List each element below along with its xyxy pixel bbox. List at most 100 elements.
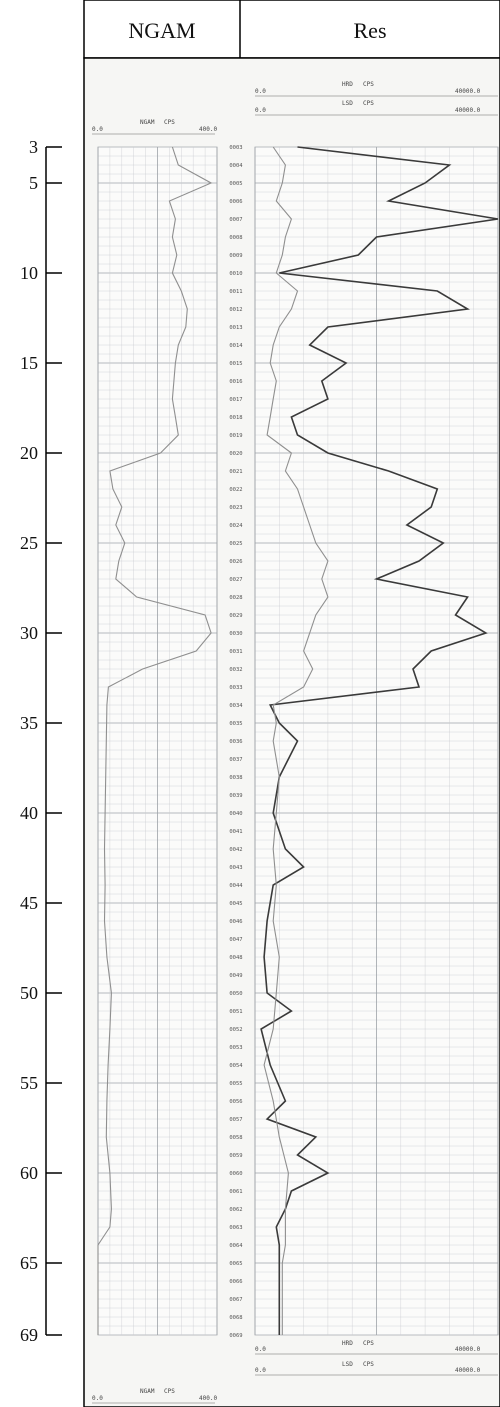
- lsd-scale-unit: CPS: [363, 100, 374, 107]
- depth-index-column: 0003 0004 0005 0006 0007 0008 0009 0010 0011 0012…: [229, 145, 243, 1339]
- hrd-scale-mnemonic-bottom: HRD: [342, 1340, 353, 1347]
- depth-index-label: 0018: [229, 415, 242, 421]
- depth-index-label: 0035: [229, 721, 242, 727]
- depth-tick-label: 35: [20, 713, 38, 733]
- hrd-scale-min-bottom: 0.0: [255, 1346, 266, 1353]
- depth-index-label: 0005: [229, 181, 242, 187]
- depth-index-label: 0054: [229, 1063, 243, 1069]
- res-scale-top: 0.0 HRD CPS 40000.0 0.0 LSD CPS 40000.0: [255, 81, 498, 116]
- lsd-scale-unit-bottom: CPS: [363, 1361, 374, 1368]
- depth-index-label: 0068: [229, 1315, 242, 1321]
- depth-tick-label: 55: [20, 1073, 38, 1093]
- depth-index-label: 0067: [229, 1297, 242, 1303]
- ngam-scale-min-bottom: 0.0: [92, 1395, 103, 1402]
- depth-index-label: 0050: [229, 991, 242, 997]
- depth-index-label: 0006: [229, 199, 242, 205]
- depth-index-label: 0064: [229, 1243, 243, 1249]
- depth-index-label: 0029: [229, 613, 242, 619]
- ngam-track-title: NGAM: [128, 18, 195, 43]
- depth-index-label: 0031: [229, 649, 242, 655]
- depth-index-label: 0017: [229, 397, 242, 403]
- depth-index-label: 0055: [229, 1081, 242, 1087]
- depth-index-label: 0023: [229, 505, 242, 511]
- depth-index-label: 0003: [229, 145, 242, 151]
- lsd-scale-mnemonic: LSD: [342, 100, 353, 107]
- depth-index-label: 0058: [229, 1135, 242, 1141]
- depth-index-label: 0056: [229, 1099, 242, 1105]
- depth-index-label: 0042: [229, 847, 242, 853]
- depth-index-label: 0012: [229, 307, 242, 313]
- depth-tick-label: 50: [20, 983, 38, 1003]
- depth-index-label: 0032: [229, 667, 242, 673]
- depth-index-label: 0030: [229, 631, 242, 637]
- depth-index-label: 0015: [229, 361, 242, 367]
- ngam-scale-max-bottom: 400.0: [199, 1395, 217, 1402]
- depth-index-label: 0045: [229, 901, 242, 907]
- lsd-curve: [263, 146, 329, 1335]
- ngam-scale-unit: CPS: [164, 119, 175, 126]
- ngam-scale-max: 400.0: [199, 126, 217, 133]
- ngam-scale-top: 0.0 NGAM CPS 400.0: [92, 119, 217, 135]
- depth-index-label: 0061: [229, 1189, 242, 1195]
- depth-index-label: 0008: [229, 235, 242, 241]
- depth-tick-label: 20: [20, 443, 38, 463]
- depth-index-label: 0026: [229, 559, 242, 565]
- hrd-curve: [260, 146, 499, 1335]
- depth-index-label: 0014: [229, 343, 243, 349]
- depth-index-label: 0044: [229, 883, 243, 889]
- ngam-scale-bottom: 0.0 NGAM CPS 400.0: [92, 1388, 217, 1404]
- depth-tick-label: 60: [20, 1163, 38, 1183]
- lsd-scale-min: 0.0: [255, 107, 266, 114]
- depth-index-label: 0052: [229, 1027, 242, 1033]
- depth-tick-label: 3: [29, 137, 38, 157]
- hrd-scale-min: 0.0: [255, 88, 266, 95]
- ngam-scale-mnemonic: NGAM: [140, 119, 155, 126]
- depth-index-label: 0066: [229, 1279, 242, 1285]
- depth-index-label: 0046: [229, 919, 242, 925]
- depth-tick-label: 15: [20, 353, 38, 373]
- ngam-scale-unit-bottom: CPS: [164, 1388, 175, 1395]
- depth-index-label: 0025: [229, 541, 242, 547]
- ngam-scale-min: 0.0: [92, 126, 103, 133]
- depth-tick-label: 5: [29, 173, 38, 193]
- hrd-scale-mnemonic: HRD: [342, 81, 353, 88]
- lsd-scale-mnemonic-bottom: LSD: [342, 1361, 353, 1368]
- res-track-title: Res: [354, 18, 387, 43]
- depth-index-label: 0021: [229, 469, 242, 475]
- depth-tick-label: 45: [20, 893, 38, 913]
- depth-index-label: 0019: [229, 433, 242, 439]
- depth-index-label: 0028: [229, 595, 242, 601]
- depth-tick-label: 10: [20, 263, 38, 283]
- depth-index-label: 0038: [229, 775, 242, 781]
- depth-tick-label: 69: [20, 1325, 38, 1345]
- depth-tick-label: 65: [20, 1253, 38, 1273]
- depth-index-label: 0027: [229, 577, 242, 583]
- depth-index-label: 0020: [229, 451, 242, 457]
- hrd-scale-max-bottom: 40000.0: [455, 1346, 481, 1353]
- depth-index-label: 0051: [229, 1009, 242, 1015]
- depth-index-label: 0063: [229, 1225, 242, 1231]
- depth-index-label: 0049: [229, 973, 242, 979]
- depth-index-label: 0016: [229, 379, 242, 385]
- depth-index-label: 0057: [229, 1117, 242, 1123]
- depth-tick-label: 30: [20, 623, 38, 643]
- depth-index-label: 0059: [229, 1153, 242, 1159]
- depth-index-label: 0040: [229, 811, 242, 817]
- depth-index-label: 0013: [229, 325, 242, 331]
- depth-index-label: 0069: [229, 1333, 242, 1339]
- lsd-scale-max-bottom: 40000.0: [455, 1367, 481, 1374]
- ngam-curve: [97, 146, 213, 1335]
- depth-tick-label: 40: [20, 803, 38, 823]
- depth-index-label: 0033: [229, 685, 242, 691]
- depth-index-label: 0048: [229, 955, 242, 961]
- res-scale-bottom: 0.0 HRD CPS 40000.0 0.0 LSD CPS 40000.0: [255, 1340, 498, 1376]
- depth-index-label: 0060: [229, 1171, 242, 1177]
- hrd-scale-unit: CPS: [363, 81, 374, 88]
- hrd-scale-unit-bottom: CPS: [363, 1340, 374, 1347]
- depth-tick-label: 25: [20, 533, 38, 553]
- depth-index-label: 0009: [229, 253, 242, 259]
- track-header: NGAM Res: [83, 0, 500, 59]
- hrd-scale-max: 40000.0: [455, 88, 481, 95]
